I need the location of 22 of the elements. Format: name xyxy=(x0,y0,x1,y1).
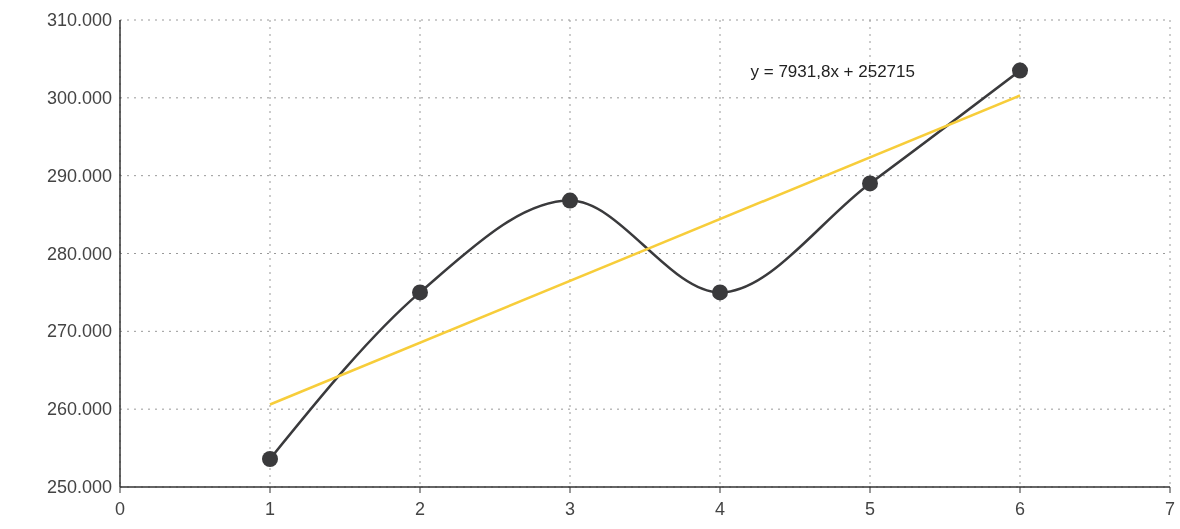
x-tick-label: 2 xyxy=(414,499,426,519)
x-tick-label: 4 xyxy=(714,499,726,519)
x-tick-label: 7 xyxy=(1164,499,1176,519)
x-tick-label: 3 xyxy=(564,499,576,519)
point xyxy=(262,450,278,467)
point xyxy=(562,192,578,209)
x-tick-label: 5 xyxy=(864,499,876,519)
annotation: y = 7931,8x + 252715 xyxy=(750,62,915,81)
point xyxy=(712,284,728,301)
y-tick-label: 310.000 xyxy=(46,10,112,30)
point xyxy=(412,284,428,301)
point xyxy=(1012,62,1028,79)
y-tick-label: 260.000 xyxy=(46,399,112,420)
point xyxy=(862,175,878,192)
y-tick-label: 290.000 xyxy=(46,165,112,186)
x-tick-label: 1 xyxy=(264,499,276,519)
y-tick-label: 270.000 xyxy=(46,321,112,342)
x-tick-label: 6 xyxy=(1014,499,1026,519)
x-tick-label: 0 xyxy=(114,499,126,519)
y-tick-label: 250.000 xyxy=(46,477,112,497)
y-tick-label: 300.000 xyxy=(46,87,112,108)
y-tick-label: 280.000 xyxy=(46,243,112,264)
